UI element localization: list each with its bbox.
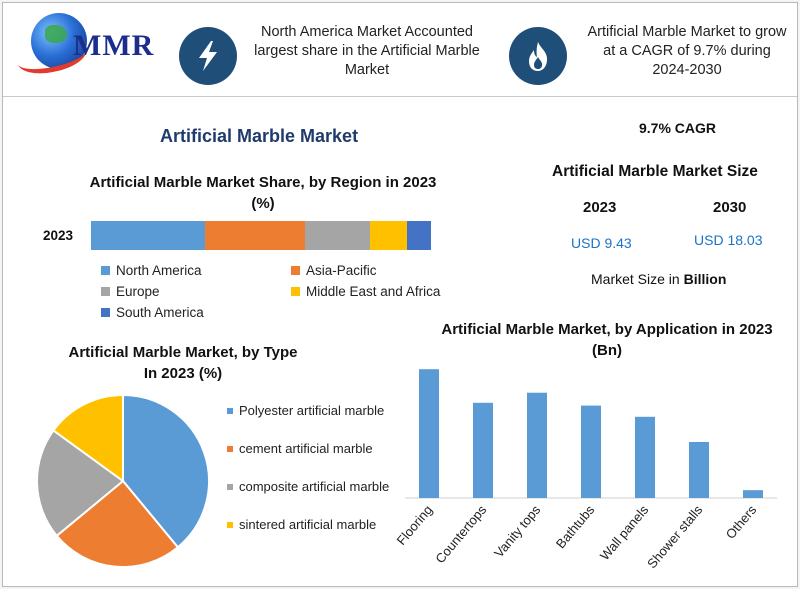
x-tick-label: Flooring: [394, 502, 436, 548]
legend-swatch: [227, 407, 233, 414]
region-bar-segment-north-america: [91, 221, 205, 250]
x-tick-label: Shower stalls: [644, 502, 706, 571]
pie-slice-composite-artificial-marble: [36, 429, 125, 538]
main-title: Artificial Marble Market: [160, 126, 359, 146]
legend-label: cement artificial marble: [239, 441, 373, 456]
bar-shower-stalls: [689, 442, 709, 498]
legend-label: South America: [116, 305, 204, 320]
region-bar-segment-middle-east-and-africa: [369, 221, 408, 250]
brand-name: MMR: [73, 29, 155, 62]
legend-label: Polyester artificial marble: [239, 403, 385, 418]
x-tick-label: Wall panels: [597, 502, 652, 563]
size-year-2030: 2030: [713, 199, 747, 216]
size-value-2023: USD 9.43: [571, 235, 632, 251]
cagr-label: 9.7% CAGR: [639, 120, 717, 136]
legend-swatch: [227, 521, 233, 528]
highlight-right-text: Artificial Marble Market to grow at a CA…: [587, 24, 787, 78]
legend-label: Europe: [116, 284, 160, 299]
application-chart-title: Artificial Marble Market, by Application…: [441, 321, 773, 359]
size-unit-prefix: Market Size in: [591, 271, 684, 287]
type-legend-item: Polyester artificial marble: [227, 403, 384, 418]
bar-bathtubs: [581, 405, 601, 498]
region-legend: North America Asia-Pacific Europe Middle…: [101, 263, 481, 327]
x-tick-label: Vanity tops: [491, 502, 544, 561]
region-bar-segment-south-america: [407, 221, 431, 250]
type-legend-item: composite artificial marble: [227, 479, 389, 494]
x-tick-label: Bathtubs: [553, 502, 598, 551]
bar-wall-panels: [635, 416, 655, 498]
legend-north-america: North America: [101, 263, 202, 278]
region-bar-segment-asia-pacific: [204, 221, 306, 250]
legend-south-america: South America: [101, 305, 204, 320]
type-pie-chart: [36, 393, 210, 568]
type-legend: Polyester artificial marble cement artifi…: [227, 403, 417, 543]
mmr-logo: MMR: [14, 11, 165, 79]
legend-europe: Europe: [101, 284, 160, 299]
legend-asia-pacific: Asia-Pacific: [291, 263, 377, 278]
pie-slice-polyester-artificial-marble: [122, 393, 210, 549]
size-unit-note: Market Size in Billion: [591, 271, 726, 287]
type-legend-item: cement artificial marble: [227, 441, 373, 456]
legend-label: composite artificial marble: [239, 479, 390, 494]
region-year-label: 2023: [43, 228, 74, 243]
bar-vanity-tops: [527, 392, 547, 498]
size-year-2023: 2023: [583, 199, 617, 216]
type-chart-title: Artificial Marble Market, by Type In 202…: [68, 344, 298, 382]
legend-swatch: [227, 445, 233, 452]
region-bar-segment-europe: [305, 221, 370, 250]
bar-flooring: [419, 369, 439, 498]
x-tick-label: Countertops: [432, 502, 489, 566]
market-size-title: Artificial Marble Market Size: [552, 163, 758, 180]
bar-others: [743, 490, 763, 498]
flame-icon: [509, 27, 567, 85]
header-divider: [3, 96, 797, 97]
pie-slice-cement-artificial-marble: [55, 479, 180, 568]
pie-slice-sintered-artificial-marble: [52, 393, 124, 483]
region-stacked-bar: [91, 221, 431, 250]
legend-label: North America: [116, 263, 202, 278]
legend-middle-east-africa: Middle East and Africa: [291, 284, 440, 299]
bar-countertops: [473, 402, 493, 498]
legend-label: Asia-Pacific: [306, 263, 377, 278]
globe-icon: [31, 13, 87, 69]
lightning-icon: [179, 27, 237, 85]
legend-label: sintered artificial marble: [239, 517, 377, 532]
highlight-left-text: North America Market Accounted largest s…: [254, 24, 480, 78]
region-chart-title: Artificial Marble Market Share, by Regio…: [89, 174, 437, 212]
size-unit: Billion: [683, 271, 727, 287]
legend-label: Middle East and Africa: [306, 284, 441, 299]
type-legend-item: sintered artificial marble: [227, 517, 376, 532]
legend-swatch: [227, 483, 233, 490]
size-value-2030: USD 18.03: [694, 232, 763, 248]
x-tick-label: Others: [723, 502, 760, 542]
